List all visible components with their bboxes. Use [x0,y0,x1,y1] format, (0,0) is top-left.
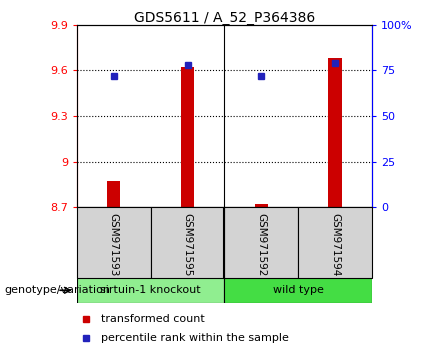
Text: GSM971595: GSM971595 [183,213,193,276]
Bar [107,181,121,207]
Text: sirtuin-1 knockout: sirtuin-1 knockout [100,285,201,295]
Bar [77,278,224,303]
Bar [181,67,194,207]
Text: GDS5611 / A_52_P364386: GDS5611 / A_52_P364386 [134,11,315,25]
Text: GSM971594: GSM971594 [330,213,340,276]
Text: transformed count: transformed count [101,314,204,324]
Bar [328,58,341,207]
Bar [77,207,150,278]
Bar [224,278,372,303]
Bar [298,207,372,278]
Text: percentile rank within the sample: percentile rank within the sample [101,333,289,343]
Bar [255,204,268,207]
Text: GSM971593: GSM971593 [109,213,119,276]
Text: wild type: wild type [273,285,323,295]
Bar [224,207,298,278]
Bar [150,207,224,278]
Text: genotype/variation: genotype/variation [4,285,110,295]
Text: GSM971592: GSM971592 [256,213,266,276]
